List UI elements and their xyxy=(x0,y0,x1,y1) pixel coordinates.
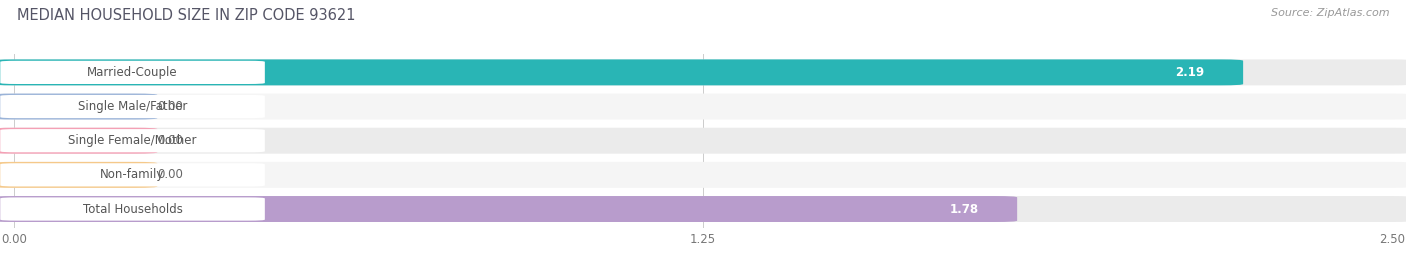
Text: 0.00: 0.00 xyxy=(157,134,183,147)
FancyBboxPatch shape xyxy=(0,61,264,84)
Text: 1.78: 1.78 xyxy=(949,203,979,215)
FancyBboxPatch shape xyxy=(0,163,264,187)
FancyBboxPatch shape xyxy=(0,59,1243,85)
Text: Total Households: Total Households xyxy=(83,203,183,215)
FancyBboxPatch shape xyxy=(0,196,1406,222)
Text: Single Male/Father: Single Male/Father xyxy=(77,100,187,113)
FancyBboxPatch shape xyxy=(0,59,1406,85)
Text: 0.00: 0.00 xyxy=(157,100,183,113)
Text: 0.00: 0.00 xyxy=(157,168,183,181)
Text: Single Female/Mother: Single Female/Mother xyxy=(69,134,197,147)
Text: Married-Couple: Married-Couple xyxy=(87,66,179,79)
FancyBboxPatch shape xyxy=(0,128,157,154)
FancyBboxPatch shape xyxy=(0,94,1406,120)
Text: Source: ZipAtlas.com: Source: ZipAtlas.com xyxy=(1271,8,1389,18)
Text: 2.19: 2.19 xyxy=(1175,66,1205,79)
FancyBboxPatch shape xyxy=(0,162,157,188)
FancyBboxPatch shape xyxy=(0,94,157,120)
FancyBboxPatch shape xyxy=(0,196,1017,222)
FancyBboxPatch shape xyxy=(0,95,264,118)
Text: MEDIAN HOUSEHOLD SIZE IN ZIP CODE 93621: MEDIAN HOUSEHOLD SIZE IN ZIP CODE 93621 xyxy=(17,8,356,23)
FancyBboxPatch shape xyxy=(0,129,264,152)
FancyBboxPatch shape xyxy=(0,198,264,221)
FancyBboxPatch shape xyxy=(0,128,1406,154)
Text: Non-family: Non-family xyxy=(100,168,165,181)
FancyBboxPatch shape xyxy=(0,162,1406,188)
